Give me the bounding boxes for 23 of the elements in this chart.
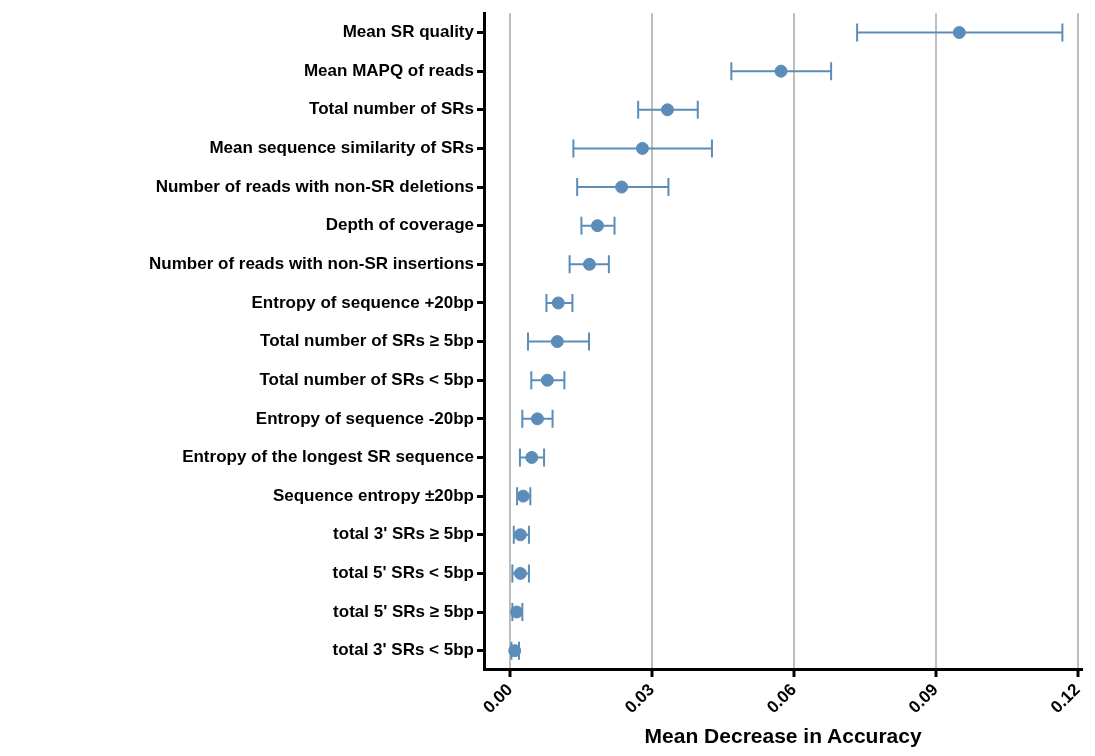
y-tick-label: Entropy of sequence +20bp: [251, 292, 474, 312]
y-tick-label: Number of reads with non-SR deletions: [155, 176, 474, 196]
x-axis-title: Mean Decrease in Accuracy: [644, 724, 922, 748]
x-tick-label: 0.12: [1046, 679, 1084, 717]
y-tick-label: Mean sequence similarity of SRs: [209, 138, 474, 158]
x-tick-label: 0.00: [479, 679, 517, 717]
y-tick-label: total 3' SRs < 5bp: [332, 640, 474, 660]
y-tick-label: Total number of SRs: [309, 99, 474, 119]
y-tick-label: Depth of coverage: [325, 215, 474, 235]
y-tick-label: Total number of SRs ≥ 5bp: [260, 331, 474, 351]
y-tick-label: Entropy of the longest SR sequence: [182, 447, 474, 467]
x-tick-label: 0.03: [621, 679, 659, 717]
y-tick-label: Total number of SRs < 5bp: [259, 369, 474, 389]
y-tick-label: Mean SR quality: [342, 22, 475, 42]
y-tick-label: Number of reads with non-SR insertions: [149, 254, 474, 274]
y-tick-label: total 3' SRs ≥ 5bp: [333, 524, 474, 544]
y-tick-label: total 5' SRs < 5bp: [332, 563, 474, 583]
y-tick-label: Sequence entropy ±20bp: [272, 485, 474, 505]
y-tick-label: Mean MAPQ of reads: [303, 60, 474, 80]
y-tick-label: total 5' SRs ≥ 5bp: [333, 601, 474, 621]
y-tick-label: Entropy of sequence -20bp: [255, 408, 474, 428]
x-tick-label: 0.06: [763, 679, 800, 717]
x-tick-label: 0.09: [904, 679, 942, 717]
